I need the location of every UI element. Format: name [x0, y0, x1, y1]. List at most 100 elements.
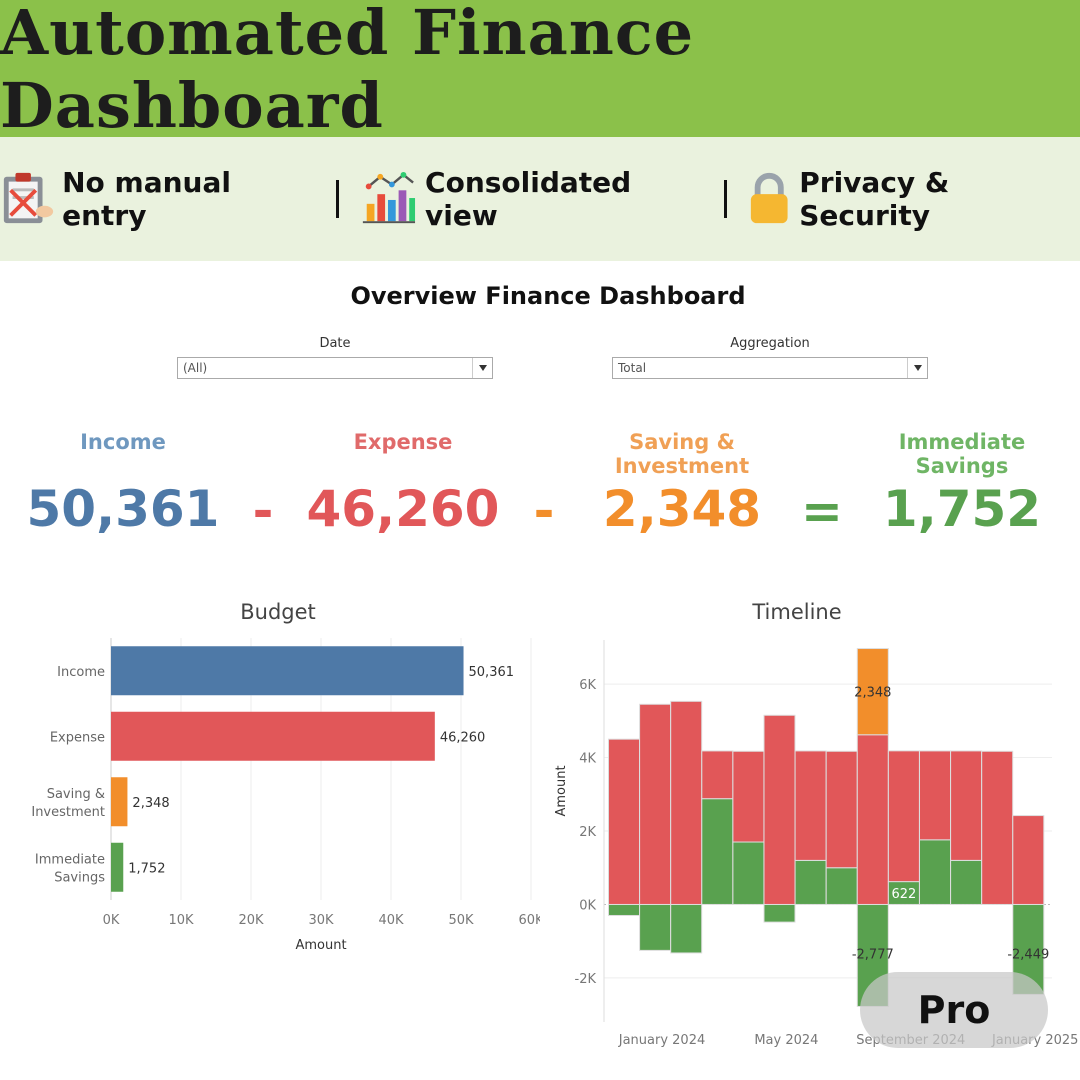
kpi-income-label: Income — [80, 430, 166, 454]
timeline-y-tick: 6K — [579, 678, 596, 693]
kpi-expense-label: Expense — [353, 430, 453, 454]
timeline-bar — [608, 738, 640, 905]
budget-category-label: Savings — [54, 870, 105, 885]
feature-consolidated-view: Consolidated view — [359, 166, 704, 232]
timeline-bar — [919, 839, 951, 905]
budget-x-tick: 30K — [308, 913, 334, 928]
timeline-x-tick: May 2024 — [754, 1033, 818, 1048]
aggregation-filter: Aggregation Total — [612, 336, 928, 379]
aggregation-select[interactable]: Total — [612, 357, 928, 379]
budget-bar-label: 46,260 — [440, 730, 486, 745]
timeline-bar — [825, 867, 858, 905]
budget-category-label: Income — [57, 665, 105, 680]
budget-chart-title: Budget — [240, 600, 316, 624]
timeline-bar — [825, 750, 858, 869]
timeline-chart-title: Timeline — [752, 600, 842, 624]
budget-chart: 0K 10K 20K 30K 40K 50K 60K Amount 50,361 Income 46… — [31, 638, 540, 953]
budget-category-label: Expense — [50, 730, 105, 745]
timeline-bar — [701, 798, 734, 905]
budget-category-label: Immediate — [35, 852, 105, 867]
timeline-y-tick: 0K — [579, 898, 596, 913]
date-select-value: (All) — [183, 361, 208, 375]
timeline-bar — [763, 903, 796, 923]
budget-bar-label: 2,348 — [132, 796, 169, 811]
timeline-data-label: 622 — [891, 887, 916, 902]
timeline-chart: -2K 0K 2K 4K 6K Amount 2,348 -2,777 622 -2,449 Jan… — [554, 640, 1078, 1048]
timeline-bar — [1012, 815, 1045, 905]
timeline-bar — [608, 903, 640, 916]
timeline-bar — [670, 700, 703, 905]
feature-label: No manual entry — [62, 166, 231, 232]
budget-x-axis-label: Amount — [295, 938, 346, 953]
timeline-data-label: -2,777 — [852, 947, 894, 962]
budget-category-label: Investment — [31, 805, 105, 820]
feature-label: Privacy & Security — [799, 166, 950, 232]
operator-minus: - — [533, 482, 555, 540]
date-filter: Date (All) — [177, 336, 493, 379]
feature-no-manual-entry: No manual entry — [0, 166, 316, 232]
kpi-saving-label: Saving & Investment — [614, 430, 750, 478]
clipboard-no-entry-icon — [3, 172, 54, 224]
header-banner: Automated Finance Dashboard — [0, 0, 1080, 142]
budget-x-tick: 60K — [518, 913, 540, 928]
chevron-down-icon[interactable] — [907, 358, 927, 378]
timeline-bar — [794, 859, 827, 905]
timeline-bar — [701, 750, 734, 800]
timeline-bar — [887, 750, 920, 883]
bar-chart-icon — [362, 171, 416, 224]
budget-bar — [111, 646, 464, 696]
budget-bar — [111, 711, 435, 761]
timeline-bar — [856, 734, 889, 905]
timeline-bar — [856, 648, 889, 736]
budget-x-tick: 20K — [238, 913, 264, 928]
dashboard-title: Overview Finance Dashboard — [350, 282, 746, 310]
timeline-bar — [794, 750, 827, 861]
timeline-bar — [763, 714, 796, 905]
timeline-bar — [670, 903, 703, 954]
timeline-x-tick: January 2024 — [618, 1033, 706, 1048]
separator — [723, 180, 727, 218]
timeline-bar — [950, 750, 983, 861]
budget-bar-label: 1,752 — [128, 861, 165, 876]
date-select[interactable]: (All) — [177, 357, 493, 379]
budget-x-tick: 50K — [448, 913, 474, 928]
kpi-immediate-label: Immediate Savings — [898, 430, 1026, 478]
lock-icon — [750, 173, 788, 224]
page-title: Automated Finance Dashboard — [0, 0, 695, 142]
budget-x-tick: 10K — [168, 913, 194, 928]
feature-label: Consolidated view — [425, 166, 632, 232]
feature-privacy-security: Privacy & Security — [747, 166, 1080, 232]
timeline-bar — [639, 703, 672, 905]
operator-minus: - — [252, 482, 274, 540]
budget-bar-label: 50,361 — [469, 665, 514, 680]
budget-bar — [111, 842, 124, 892]
timeline-y-tick: -2K — [575, 972, 597, 987]
timeline-y-axis-label: Amount — [554, 765, 569, 816]
timeline-bar — [919, 750, 951, 841]
timeline-data-label: -2,449 — [1007, 947, 1049, 962]
timeline-data-label: 2,348 — [854, 686, 891, 701]
kpi-income-value: 50,361 — [26, 480, 220, 538]
budget-x-tick: 0K — [103, 913, 120, 928]
pro-badge-label: Pro — [917, 988, 991, 1032]
operator-equals: = — [801, 482, 843, 540]
kpi-immediate-value: 1,752 — [882, 480, 1042, 538]
timeline-bar — [639, 903, 672, 951]
pro-badge[interactable]: Pro — [860, 972, 1048, 1048]
budget-bar — [111, 777, 128, 827]
budget-x-tick: 40K — [378, 913, 404, 928]
aggregation-filter-label: Aggregation — [730, 336, 810, 351]
budget-category-label: Saving & — [47, 787, 105, 802]
chevron-down-icon[interactable] — [472, 358, 492, 378]
timeline-bar — [732, 841, 765, 905]
kpi-saving-value: 2,348 — [602, 480, 762, 538]
feature-strip: No manual entry Consolidated view Privac… — [0, 137, 1080, 261]
timeline-y-tick: 2K — [579, 825, 596, 840]
separator — [336, 180, 340, 218]
timeline-y-tick: 4K — [579, 752, 596, 767]
kpi-expense-value: 46,260 — [306, 480, 500, 538]
date-filter-label: Date — [319, 336, 351, 351]
timeline-bar — [981, 750, 1014, 905]
timeline-bar — [950, 859, 983, 905]
timeline-bar — [732, 750, 765, 843]
